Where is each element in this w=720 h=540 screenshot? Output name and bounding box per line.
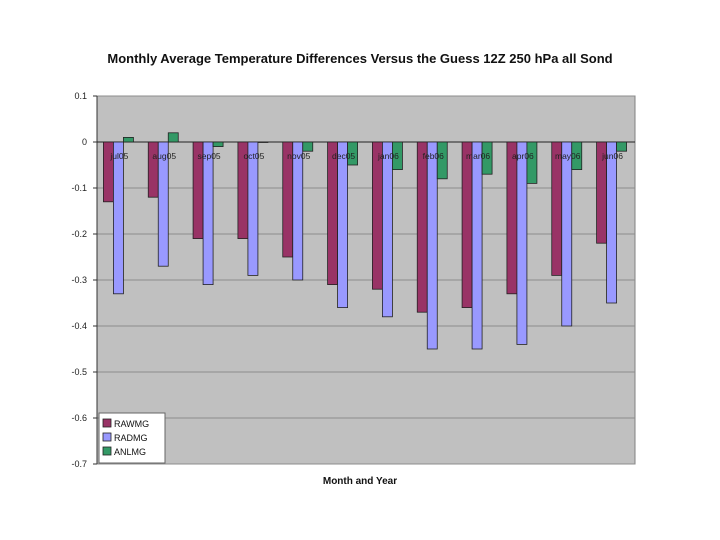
y-tick-label: -0.3 xyxy=(71,275,87,285)
category-label: jan06 xyxy=(377,151,399,161)
y-tick-label: -0.2 xyxy=(71,229,87,239)
category-label: sep05 xyxy=(197,151,220,161)
bar-radmg xyxy=(606,141,617,304)
bar-rawmg xyxy=(461,141,473,309)
y-tick-label: -0.6 xyxy=(71,413,87,423)
legend-label: ANLMG xyxy=(114,447,146,457)
y-tick-label: 0.1 xyxy=(74,91,87,101)
bar-anlmg xyxy=(436,141,448,180)
bar-rawmg xyxy=(372,141,383,290)
category-label: aug05 xyxy=(152,151,176,161)
y-tick-label: 0 xyxy=(82,137,87,147)
bar-rawmg xyxy=(551,141,563,276)
chart-title: Monthly Average Temperature Differences … xyxy=(107,51,613,66)
bar-radmg xyxy=(426,141,438,350)
legend-label: RAWMG xyxy=(114,419,149,429)
bar-anlmg xyxy=(481,141,493,175)
category-label: feb06 xyxy=(423,151,445,161)
category-label: jun06 xyxy=(601,151,623,161)
category-label: dec05 xyxy=(332,151,355,161)
y-tick-label: -0.4 xyxy=(71,321,87,331)
bar-anlmg xyxy=(167,132,179,143)
legend-swatch xyxy=(102,446,112,456)
bar-rawmg xyxy=(416,141,428,313)
y-tick-label: -0.1 xyxy=(71,183,87,193)
legend-swatch xyxy=(102,432,112,442)
bar-radmg xyxy=(247,141,259,276)
category-label: oct05 xyxy=(244,151,265,161)
bar-anlmg xyxy=(526,141,538,184)
category-label: jul05 xyxy=(109,151,128,161)
category-label: apr06 xyxy=(512,151,534,161)
category-label: nov05 xyxy=(287,151,310,161)
bar-radmg xyxy=(337,141,348,309)
bar-radmg xyxy=(202,141,214,286)
bar-radmg xyxy=(113,141,124,295)
legend-swatch xyxy=(102,418,112,428)
bar-anlmg xyxy=(212,141,224,147)
bar-anlmg xyxy=(123,136,134,143)
bar-radmg xyxy=(561,141,573,327)
bar-rawmg xyxy=(506,141,518,295)
bar-radmg xyxy=(382,141,393,318)
bar-radmg xyxy=(292,141,304,281)
y-tick-label: -0.5 xyxy=(71,367,87,377)
x-axis-label: Month and Year xyxy=(322,476,398,487)
bar-anlmg xyxy=(392,141,403,171)
bar-radmg xyxy=(157,141,169,267)
category-label: may06 xyxy=(555,151,581,161)
y-tick-label: -0.7 xyxy=(71,459,87,469)
category-label: mar06 xyxy=(466,151,490,161)
bar-anlmg xyxy=(257,141,269,143)
bar-anlmg xyxy=(571,141,583,171)
bar-radmg xyxy=(516,141,528,345)
bar-anlmg xyxy=(302,141,314,152)
bar-rawmg xyxy=(327,141,338,286)
bar-anlmg xyxy=(347,141,358,166)
bar-radmg xyxy=(471,141,483,350)
legend-label: RADMG xyxy=(114,433,148,443)
bar-anlmg xyxy=(616,141,627,152)
